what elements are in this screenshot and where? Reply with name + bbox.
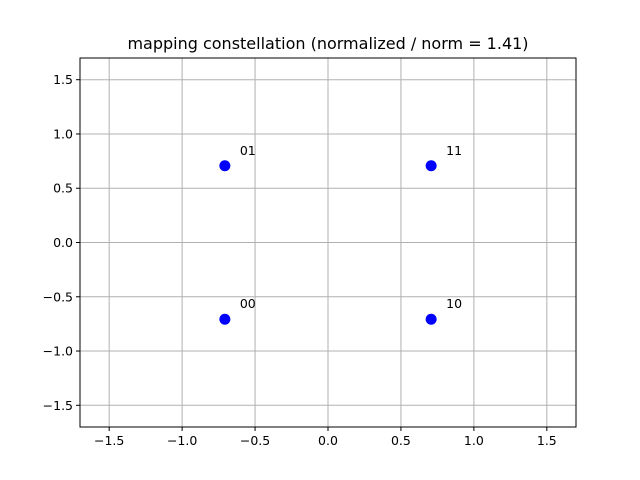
- x-tick-label: −1.0: [167, 433, 197, 448]
- point-label-10: 10: [446, 296, 462, 311]
- x-tick-label: 0.5: [391, 433, 411, 448]
- y-tick-label: 1.5: [53, 72, 73, 87]
- constellation-point-10: [425, 313, 437, 325]
- y-tick-label: 0.5: [53, 181, 73, 196]
- x-tick-label: 1.0: [464, 433, 484, 448]
- y-tick-label: −0.5: [43, 289, 73, 304]
- x-tick-label: 1.5: [537, 433, 557, 448]
- axis-ticks: −1.5 −1.0 −0.5 0.0 0.5 1.0 1.5 −1.5 −1.0 −0.5 0.0 0…: [43, 72, 557, 448]
- y-tick-label: −1.5: [43, 398, 73, 413]
- x-tick-label: −1.5: [94, 433, 124, 448]
- point-label-01: 01: [240, 143, 256, 158]
- point-label-11: 11: [446, 143, 462, 158]
- constellation-point-01: [219, 160, 231, 172]
- x-tick-label: 0.0: [318, 433, 338, 448]
- grid-lines: [80, 58, 576, 427]
- chart-title: mapping constellation (normalized / norm…: [127, 34, 528, 53]
- constellation-point-11: [425, 160, 437, 172]
- y-tick-label: −1.0: [43, 344, 73, 359]
- y-tick-label: 0.0: [53, 235, 73, 250]
- y-tick-label: 1.0: [53, 126, 73, 141]
- data-points: 00 01 10 11: [219, 143, 462, 325]
- constellation-point-00: [219, 313, 231, 325]
- point-label-00: 00: [240, 296, 256, 311]
- x-tick-label: −0.5: [240, 433, 270, 448]
- plot-frame: [79, 57, 577, 428]
